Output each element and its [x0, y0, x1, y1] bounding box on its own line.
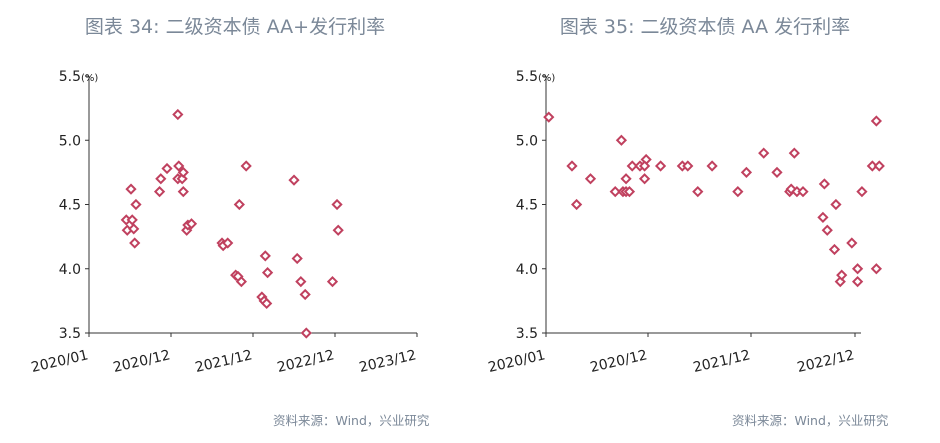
data-point: [185, 218, 198, 230]
data-point: [261, 297, 273, 310]
data-point: [615, 134, 628, 146]
x-tick-label: 2022/12: [276, 347, 336, 376]
data-point: [570, 198, 583, 211]
data-point: [788, 147, 800, 159]
data-point: [609, 186, 621, 198]
data-point: [682, 160, 694, 172]
y-tick-label: 3.5: [59, 326, 81, 342]
data-point: [851, 263, 864, 275]
data-point: [740, 166, 753, 178]
data-point: [706, 160, 718, 172]
data-point: [584, 173, 597, 185]
data-point: [299, 288, 311, 301]
data-point: [543, 111, 555, 123]
data-point: [261, 266, 274, 279]
data-point: [758, 147, 770, 159]
chart-panel-34: 图表 34: 二级资本债 AA+发行利率 5.5 5.0 4.5 4.0 3.5 (%) 2…: [30, 16, 430, 428]
data-point: [856, 186, 868, 198]
x-tick-label: 2020/12: [112, 347, 172, 376]
y-tick-label: 4.0: [516, 262, 538, 278]
data-point: [240, 160, 252, 172]
x-tick-label: 2021/12: [194, 347, 254, 376]
data-point: [830, 198, 842, 211]
data-point: [626, 160, 638, 172]
data-point: [870, 263, 882, 275]
data-point: [300, 327, 312, 339]
data-point: [259, 250, 271, 262]
data-point: [797, 186, 809, 198]
chart-title: 图表 35: 二级资本债 AA 发行利率: [559, 16, 851, 38]
data-point: [173, 160, 185, 172]
y-tick-label: 5.5: [516, 69, 538, 85]
chart-panel-35: 图表 35: 二级资本债 AA 发行利率 5.5 5.0 4.5 4.0 3.5 (%) 2…: [470, 0, 940, 443]
data-point: [654, 160, 667, 172]
chart-title: 图表 34: 二级资本债 AA+发行利率: [84, 16, 386, 38]
data-point: [331, 198, 343, 211]
data-point: [295, 275, 307, 288]
data-point: [828, 243, 841, 256]
data-point: [620, 173, 632, 185]
data-point: [222, 237, 234, 249]
data-point: [235, 275, 247, 288]
y-tick-label: 4.5: [516, 198, 538, 214]
y-tick-label: 5.0: [59, 133, 81, 149]
data-point: [821, 224, 833, 236]
y-tick-label: 3.5: [516, 326, 538, 342]
scatter-chart-aa-plus: 5.5 5.0 4.5 4.0 3.5 (%) 2020/01 2020/12 2021/12 2…: [30, 69, 418, 376]
data-point: [177, 166, 189, 178]
x-tick-label: 2021/12: [692, 347, 752, 376]
data-point: [128, 223, 140, 235]
data-point: [326, 275, 339, 288]
data-point: [851, 275, 864, 288]
x-tick-label: 2020/01: [487, 347, 547, 376]
data-point: [692, 186, 704, 198]
x-tick-label: 2020/12: [589, 347, 649, 376]
data-point: [638, 173, 651, 185]
x-tick-label: 2020/01: [30, 347, 90, 376]
data-point: [332, 224, 344, 236]
data-point: [125, 183, 137, 195]
y-tick-label: 5.5: [59, 69, 81, 85]
data-point: [873, 160, 885, 172]
y-tick-label: 4.0: [59, 262, 81, 278]
data-point: [771, 166, 783, 178]
data-point: [836, 269, 848, 281]
data-point: [288, 174, 300, 186]
source-note: 资料来源：Wind，兴业研究: [273, 413, 430, 428]
y-unit-label: (%): [81, 73, 98, 84]
data-point: [638, 160, 651, 172]
data-point: [623, 186, 636, 198]
data-point: [172, 108, 184, 121]
data-point: [126, 214, 138, 226]
y-tick-label: 4.5: [59, 198, 81, 214]
data-point: [732, 186, 744, 198]
data-point: [155, 173, 167, 185]
x-tick-label: 2023/12: [358, 347, 418, 376]
data-point: [233, 198, 245, 211]
source-note: 资料来源：Wind，兴业研究: [732, 413, 889, 428]
y-tick-label: 5.0: [516, 133, 538, 149]
data-point: [566, 160, 578, 172]
data-point: [161, 162, 173, 175]
data-point: [177, 186, 189, 198]
data-point: [846, 237, 858, 249]
scatter-chart-aa: 5.5 5.0 4.5 4.0 3.5 (%) 2020/01 2020/12 2021/12 2…: [487, 69, 885, 376]
data-point: [129, 237, 141, 249]
y-unit-label: (%): [538, 73, 555, 84]
data-point: [130, 198, 142, 211]
data-point: [818, 178, 830, 190]
data-point: [153, 186, 166, 198]
x-tick-label: 2022/12: [796, 347, 856, 376]
data-point: [291, 252, 303, 265]
data-point: [817, 211, 829, 223]
data-point: [870, 115, 882, 127]
